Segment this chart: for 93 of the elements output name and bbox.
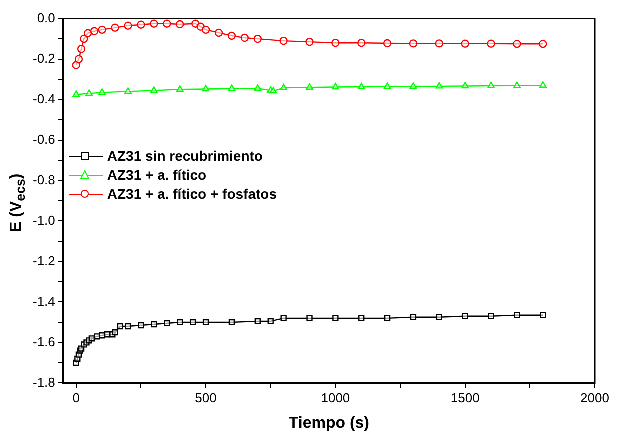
point [332,38,340,48]
point [176,86,184,92]
point [202,85,210,92]
point [150,20,158,28]
point [80,34,88,44]
point [77,45,86,54]
point [74,55,84,64]
point [410,314,417,320]
point [151,321,158,328]
point [125,323,132,330]
point [137,20,146,29]
point [270,87,278,94]
point [539,40,548,48]
y-tick-label: -0.4 [32,91,56,106]
point [254,318,261,325]
point [240,34,250,42]
point [150,86,158,94]
point [409,40,418,48]
point [410,82,418,89]
point [163,20,172,28]
point [332,83,340,90]
point [462,82,469,89]
point [435,40,444,48]
point [540,312,546,318]
point [488,82,495,88]
point [228,84,236,92]
point [436,314,442,320]
legend-label: AZ31 + a. fítico [107,166,207,183]
point [280,84,288,90]
y-tick-label: -1.2 [32,253,56,268]
point [358,38,366,48]
point [306,84,314,90]
point [540,82,547,88]
point [90,27,99,36]
y-tick-label: -1.0 [32,212,56,228]
point [111,24,120,32]
point [190,319,196,326]
point [228,32,236,40]
point [228,319,236,326]
point [358,315,365,322]
point [384,82,392,90]
y-tick-label: 0.0 [37,10,56,26]
point [124,88,132,94]
point [112,330,118,336]
point [99,332,106,339]
point [514,312,520,318]
point [254,34,262,44]
x-tick-label: 2000 [580,390,610,406]
point [461,40,470,48]
point [254,84,262,91]
x-tick-label: 500 [195,390,217,406]
point [280,315,287,322]
y-tick-label: -1.4 [32,294,56,309]
y-tick-label: -0.8 [32,172,56,188]
point [462,313,468,320]
point [124,22,132,30]
point [98,26,106,34]
point [177,319,184,326]
x-tick-label: 1000 [321,390,350,406]
point [72,90,80,98]
point [513,40,522,48]
point [117,323,124,330]
y-tick-label: -0.2 [32,50,56,66]
point [202,319,210,326]
point [306,38,314,46]
point [214,28,224,38]
point [332,315,339,322]
y-tick-label: -0.6 [32,132,56,147]
point [72,61,80,70]
y-tick-label: -1.6 [32,334,56,350]
x-axis-title: Tiempo (s) [288,414,370,432]
point [164,320,170,327]
point [138,322,144,329]
point [487,40,496,48]
x-tick-label: 0 [72,390,80,406]
point [436,82,444,89]
y-tick-label: -1.8 [32,374,56,390]
legend-label: AZ31 sin recubrimiento [107,148,263,164]
point [280,36,288,46]
point [306,315,313,322]
point [358,82,366,90]
point [84,29,92,38]
point [268,318,274,325]
x-tick-label: 1500 [450,390,480,406]
point [514,82,521,88]
point [384,315,391,322]
point [202,26,210,34]
point [176,20,184,29]
legend-label: AZ31 + a. fítico + fosfatos [107,186,277,202]
point [86,90,93,96]
point [98,88,106,96]
point [383,39,392,48]
point [488,313,494,320]
